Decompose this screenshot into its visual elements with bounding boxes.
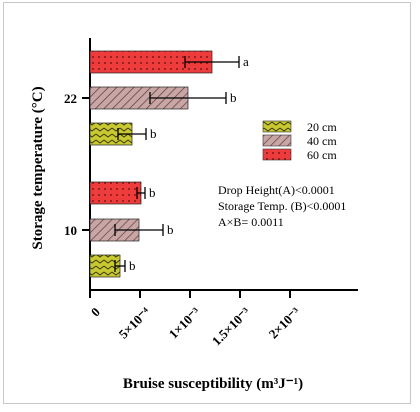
x-tick-label-1: 5×10⁻⁴ — [116, 304, 153, 341]
sig-letter-10C-20cm: b — [129, 258, 136, 273]
legend-label-60cm: 60 cm — [307, 148, 337, 162]
sig-letter-22C-40cm: b — [230, 90, 237, 105]
axes — [82, 38, 358, 291]
x-tick-label-4: 2×10⁻³ — [266, 304, 303, 341]
sig-letter-10C-60cm: b — [149, 185, 156, 200]
stat-drop-height: Drop Height(A)<0.0001 — [218, 183, 335, 197]
legend-swatch-20cm — [262, 120, 292, 133]
y-tick-label-10: 10 — [64, 223, 77, 238]
sig-letter-22C-20cm: b — [150, 126, 157, 141]
x-tick-label-3: 1.5×10⁻³ — [209, 304, 253, 348]
sig-letter-10C-40cm: b — [167, 222, 174, 237]
y-tick-label-22: 22 — [64, 91, 77, 106]
y-axis-title: Storage temperature (°C) — [30, 86, 46, 249]
stat-interaction: A×B= 0.0011 — [218, 215, 284, 229]
legend-swatch-40cm — [262, 134, 292, 147]
bar-10C-60cm — [89, 181, 142, 205]
x-tick-label-2: 1×10⁻³ — [166, 304, 203, 341]
sig-letter-22C-60cm: a — [243, 54, 249, 69]
legend-label-40cm: 40 cm — [307, 134, 337, 148]
stats-annotation: Drop Height(A)<0.0001 Storage Temp. (B)<… — [218, 183, 346, 229]
bars: b b b b b a — [89, 50, 249, 278]
legend: 20 cm 40 cm 60 cm — [262, 120, 337, 162]
x-axis-title: Bruise susceptibility (m³J⁻¹) — [123, 376, 303, 392]
chart-frame — [3, 2, 411, 404]
legend-label-20cm: 20 cm — [307, 120, 337, 134]
x-ticks: 0 5×10⁻⁴ 1×10⁻³ 1.5×10⁻³ 2×10⁻³ — [88, 290, 303, 348]
x-tick-label-0: 0 — [88, 304, 103, 319]
legend-swatch-60cm — [262, 148, 292, 161]
stat-storage-temp: Storage Temp. (B)<0.0001 — [218, 199, 346, 213]
